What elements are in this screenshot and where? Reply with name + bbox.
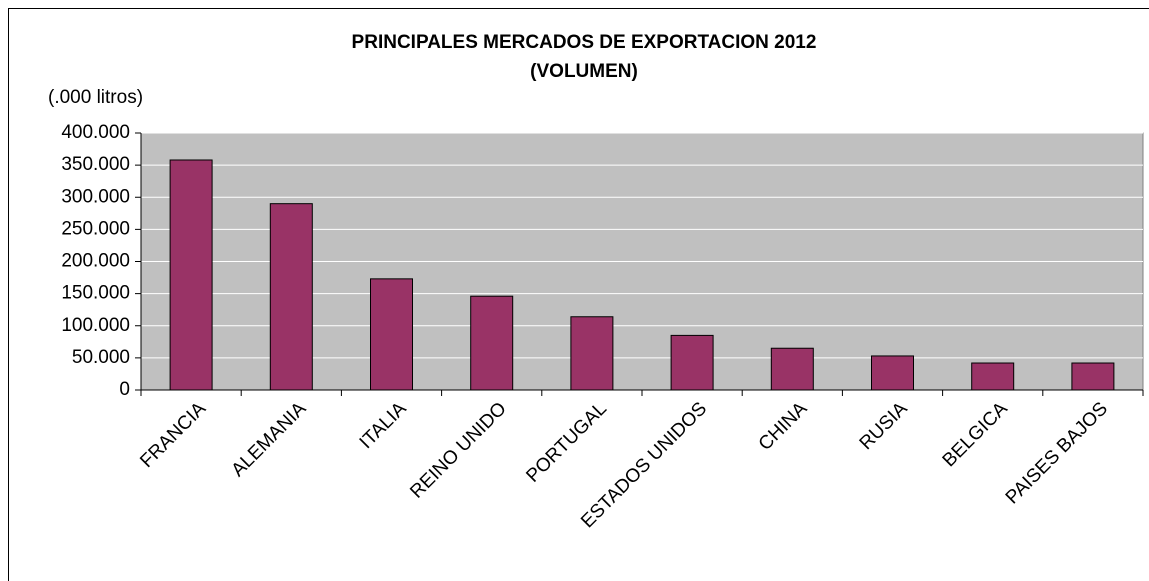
bar xyxy=(971,362,1015,391)
bar xyxy=(1071,362,1115,391)
y-tick-label: 300.000 xyxy=(61,186,130,207)
bar xyxy=(570,316,614,391)
y-tick-label: 200.000 xyxy=(61,251,130,272)
y-tick-label: 400.000 xyxy=(61,122,130,143)
y-tick-label: 50.000 xyxy=(72,347,130,368)
y-tick-label: 0 xyxy=(119,379,130,400)
y-tick-label: 250.000 xyxy=(61,218,130,239)
chart-subtitle: (VOLUMEN) xyxy=(530,61,638,82)
bar xyxy=(370,278,413,391)
y-tick-label: 150.000 xyxy=(61,283,130,304)
y-tick-label: 100.000 xyxy=(61,315,130,336)
bar xyxy=(770,347,814,391)
y-axis-label: (.000 litros) xyxy=(48,87,143,108)
bar xyxy=(670,334,714,391)
bar xyxy=(470,295,514,391)
bar xyxy=(169,159,213,391)
y-tick-label: 350.000 xyxy=(61,154,130,175)
bar xyxy=(871,355,914,391)
bar xyxy=(269,203,313,391)
chart-title: PRINCIPALES MERCADOS DE EXPORTACION 2012 xyxy=(352,32,817,53)
